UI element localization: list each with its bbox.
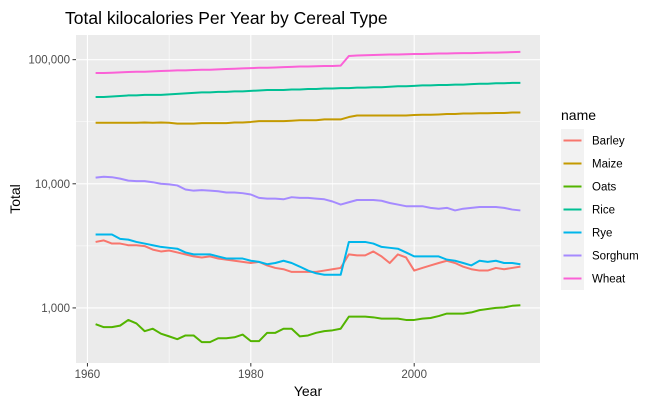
x-tick-label: 2000 <box>401 369 427 381</box>
legend: name Barley Maize Oats Rice Rye Sorghum Wheat <box>561 107 639 290</box>
y-axis-title: Total <box>7 184 23 214</box>
series-line-maize <box>95 111 521 125</box>
major-gridlines <box>76 35 540 363</box>
x-axis-ticks: 1960 1980 2000 <box>75 363 427 381</box>
y-axis-ticks: 1,000 10,000 100,000 <box>28 55 76 315</box>
chart-title: Total kilocalories Per Year by Cereal Ty… <box>65 8 388 28</box>
legend-label-sorghum: Sorghum <box>592 251 639 263</box>
legend-label-barley: Barley <box>592 136 625 148</box>
x-axis-title: Year <box>294 383 323 399</box>
y-tick-label: 100,000 <box>28 55 70 67</box>
x-tick-label: 1960 <box>75 369 101 381</box>
legend-title: name <box>561 107 596 123</box>
series-line-wheat <box>95 50 521 75</box>
x-tick-label: 1980 <box>238 369 264 381</box>
legend-label-maize: Maize <box>592 159 623 171</box>
legend-label-rice: Rice <box>592 205 615 217</box>
legend-label-wheat: Wheat <box>592 274 626 286</box>
legend-label-rye: Rye <box>592 228 612 240</box>
series-line-rye <box>95 233 521 276</box>
series-lines <box>95 50 521 344</box>
series-line-rice <box>95 81 521 99</box>
y-tick-label: 10,000 <box>35 179 70 191</box>
series-line-barley <box>95 239 521 273</box>
series-line-sorghum <box>95 175 521 212</box>
legend-label-oats: Oats <box>592 182 617 194</box>
series-line-oats <box>95 304 521 344</box>
y-tick-label: 1,000 <box>41 303 70 315</box>
